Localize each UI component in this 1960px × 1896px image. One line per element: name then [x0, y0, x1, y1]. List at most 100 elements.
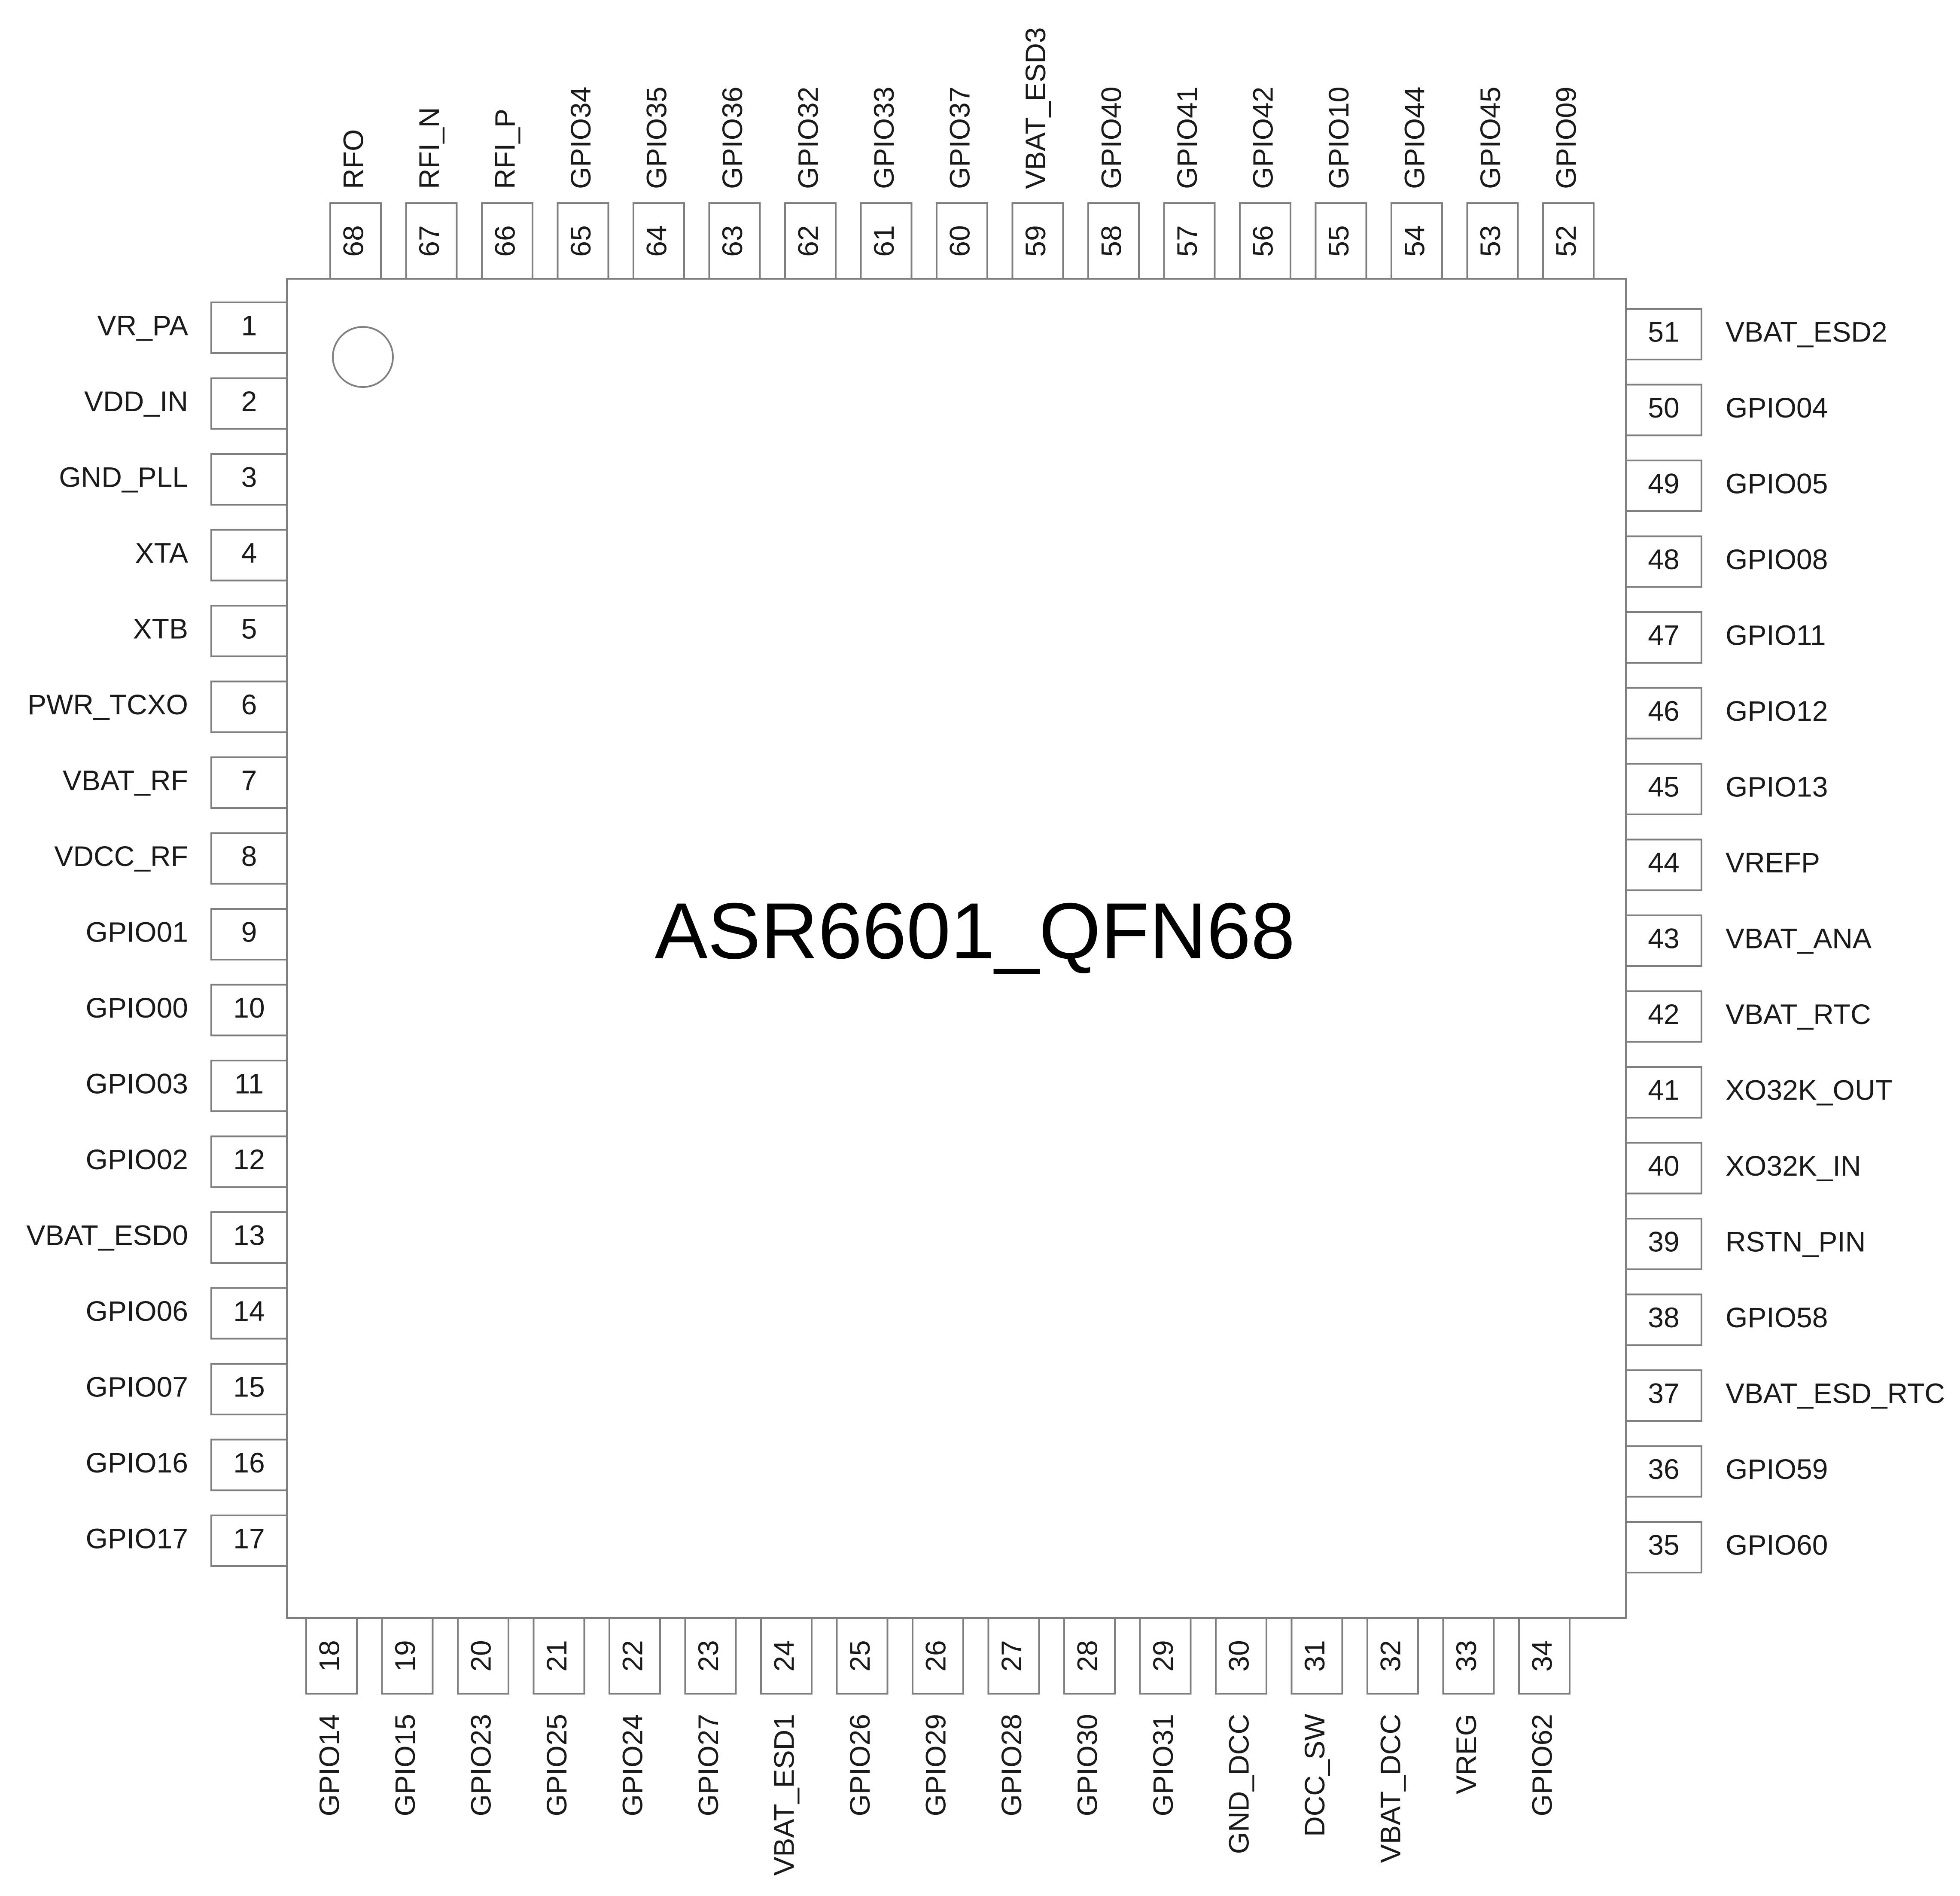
- pin-2: 2 VDD_IN: [84, 377, 288, 430]
- pin-number: 57: [1171, 225, 1203, 256]
- pin-7: 7 VBAT_RF: [63, 756, 288, 809]
- pins-layer: 1 VR_PA 2 VDD_IN 3 GND_PLL 4 XTA 5 XTB 6 PWR_TCXO 7 V…: [26, 27, 1945, 1875]
- pin-number: 24: [768, 1640, 800, 1671]
- pin-box: [1625, 1142, 1702, 1195]
- pin-13: 13 VBAT_ESD0: [26, 1211, 288, 1264]
- pin-name: GPIO01: [86, 916, 188, 948]
- pin-name: VDD_IN: [84, 385, 188, 417]
- pin-number: 55: [1323, 225, 1354, 256]
- pin-box: [557, 202, 609, 280]
- pin-8: 8 VDCC_RF: [54, 832, 288, 885]
- pin-number: 61: [868, 225, 900, 256]
- pin-name: GPIO12: [1726, 695, 1828, 727]
- pin-number: 23: [692, 1640, 724, 1671]
- pin-number: 15: [233, 1371, 265, 1402]
- pin-number: 33: [1450, 1640, 1482, 1671]
- pin-box: [210, 680, 288, 733]
- pin-name: VBAT_DCC: [1374, 1714, 1406, 1863]
- pin-box: [305, 1617, 358, 1695]
- pin-name: GPIO62: [1526, 1714, 1558, 1816]
- pin-43: 43 VBAT_ANA: [1625, 914, 1872, 967]
- pin-name: VR_PA: [97, 309, 188, 341]
- pin-name: RFO: [337, 129, 369, 189]
- pin-19: 19 GPIO15: [381, 1617, 434, 1816]
- pin-name: GPIO23: [465, 1714, 496, 1816]
- pin-number: 11: [234, 1067, 264, 1099]
- pin-59: 59 VBAT_ESD3: [1011, 27, 1064, 280]
- pin-name: GND_DCC: [1223, 1714, 1254, 1854]
- pin-name: GPIO03: [86, 1067, 188, 1099]
- pin-name: GPIO25: [541, 1714, 572, 1816]
- pin-5: 5 XTB: [133, 605, 288, 657]
- pin-55: 55 GPIO10: [1315, 87, 1367, 280]
- pin-name: GPIO34: [565, 87, 597, 189]
- pin-name: GPIO29: [919, 1714, 951, 1816]
- pin-number: 7: [241, 764, 257, 796]
- pin-name: VBAT_RTC: [1726, 998, 1871, 1030]
- pin-number: 35: [1648, 1529, 1679, 1561]
- pin-26: 26 GPIO29: [912, 1617, 964, 1816]
- pin-box: [760, 1617, 813, 1695]
- pin-name: RFI_P: [489, 109, 520, 189]
- pin-box: [1625, 1218, 1702, 1270]
- pin-42: 42 VBAT_RTC: [1625, 990, 1871, 1043]
- pin-52: 52 GPIO09: [1542, 87, 1595, 280]
- pin-17: 17 GPIO17: [86, 1515, 288, 1567]
- pin-box: [1625, 687, 1702, 740]
- pin-14: 14 GPIO06: [86, 1287, 288, 1340]
- pin-box: [1466, 202, 1519, 280]
- pin-box: [210, 302, 288, 354]
- pin-number: 38: [1648, 1302, 1679, 1333]
- pin-box: [210, 984, 288, 1036]
- pin-number: 60: [943, 225, 975, 256]
- pin-number: 8: [241, 840, 257, 872]
- pin-box: [609, 1617, 661, 1695]
- pin-box: [210, 1363, 288, 1415]
- pin-box: [1625, 990, 1702, 1043]
- pin-9: 9 GPIO01: [86, 908, 288, 960]
- pin-number: 26: [919, 1640, 951, 1671]
- pin-number: 67: [413, 225, 445, 256]
- pin-box: [912, 1617, 964, 1695]
- pin-63: 63 GPIO36: [708, 87, 761, 280]
- pin-box: [1625, 1066, 1702, 1119]
- pin-name: DCC_SW: [1299, 1713, 1330, 1837]
- pin-name: VBAT_RF: [63, 764, 188, 796]
- pin-name: GPIO02: [86, 1143, 188, 1175]
- pin-number: 46: [1648, 695, 1679, 727]
- pin-64: 64 GPIO35: [633, 87, 685, 280]
- pin-number: 62: [792, 225, 824, 256]
- pin-number: 44: [1648, 847, 1679, 878]
- pin-22: 22 GPIO24: [609, 1617, 661, 1816]
- pin-box: [481, 202, 533, 280]
- pin-33: 33 VREG: [1442, 1617, 1495, 1794]
- pin-name: GPIO05: [1726, 467, 1828, 499]
- pin-name: GPIO16: [86, 1447, 188, 1478]
- pin-name: GPIO31: [1147, 1714, 1179, 1816]
- pin-67: 67 RFI_N: [405, 107, 458, 280]
- pin-box: [987, 1617, 1040, 1695]
- pin-name: GPIO10: [1323, 87, 1354, 189]
- pin-box: [210, 1060, 288, 1112]
- pin-name: GPIO15: [389, 1714, 421, 1816]
- pin-12: 12 GPIO02: [86, 1135, 288, 1188]
- pin-number: 64: [640, 225, 672, 256]
- pin-box: [533, 1617, 585, 1695]
- pin-name: GPIO37: [943, 87, 975, 189]
- pin-name: PWR_TCXO: [27, 689, 188, 720]
- pin-box: [1239, 202, 1291, 280]
- pin-number: 59: [1020, 225, 1051, 256]
- pin-box: [1011, 202, 1064, 280]
- pin-number: 43: [1648, 922, 1679, 954]
- pin-name: XTA: [135, 537, 188, 569]
- pin-box: [1367, 1617, 1419, 1695]
- pin-name: GPIO17: [86, 1522, 188, 1554]
- pin-name: GPIO58: [1726, 1302, 1828, 1333]
- pin-box: [1290, 1617, 1343, 1695]
- pin-24: 24 VBAT_ESD1: [760, 1617, 813, 1876]
- pin-box: [210, 1135, 288, 1188]
- pin-box: [210, 832, 288, 885]
- pin-name: VBAT_ESD_RTC: [1726, 1377, 1945, 1409]
- pin-number: 6: [241, 689, 257, 720]
- pin-name: RSTN_PIN: [1726, 1225, 1866, 1257]
